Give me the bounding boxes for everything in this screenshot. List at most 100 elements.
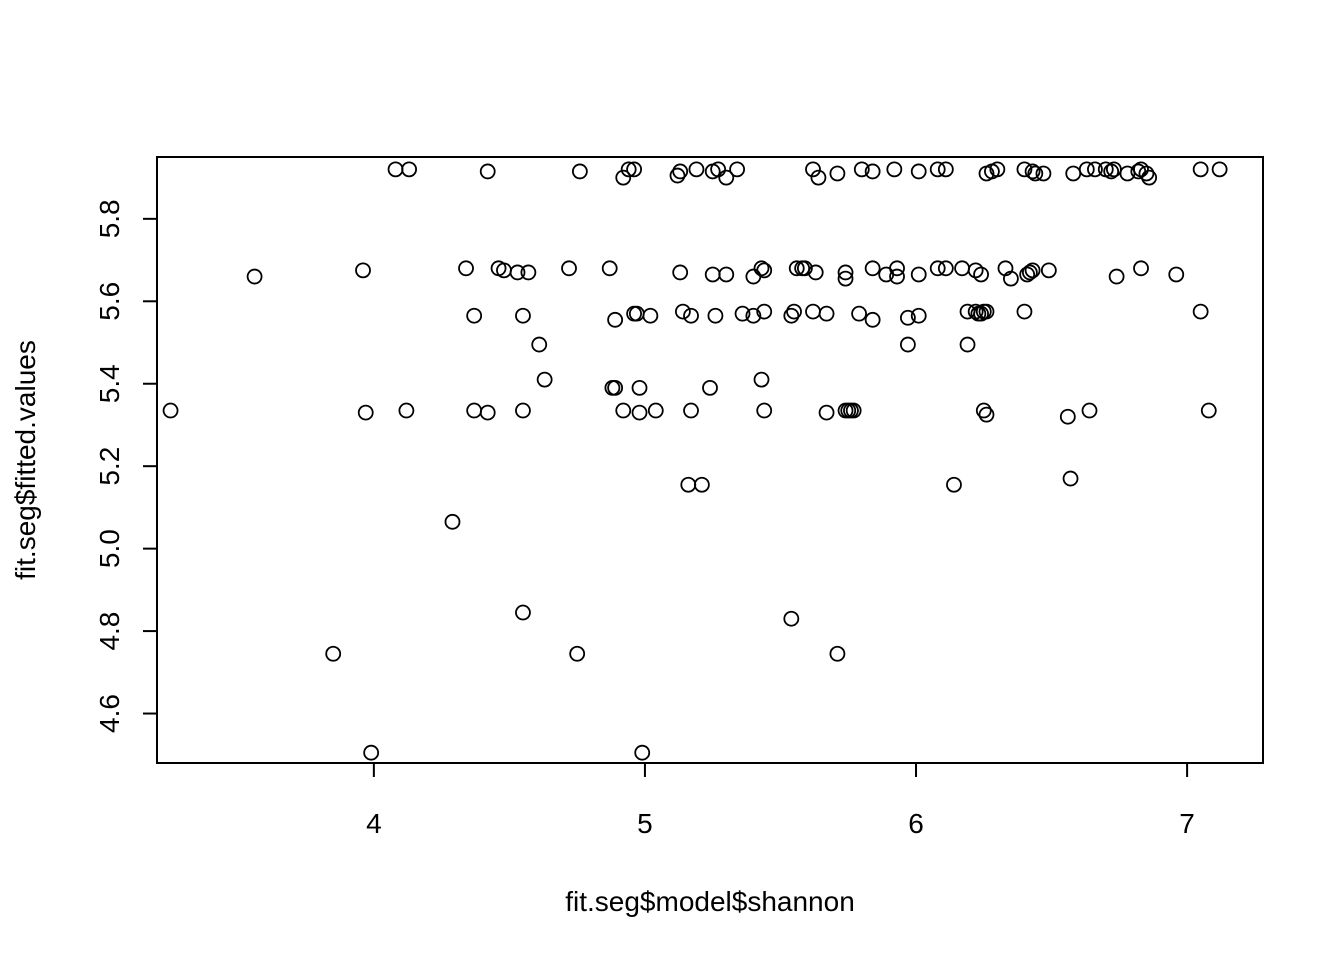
data-point [642, 307, 659, 324]
data-point [693, 476, 710, 493]
data-point [745, 307, 762, 324]
data-point [1103, 163, 1120, 180]
data-point [1040, 262, 1057, 279]
data-point [889, 268, 905, 285]
data-point [479, 163, 496, 180]
data-point [851, 305, 867, 322]
data-point [899, 336, 916, 353]
data-point [756, 402, 773, 419]
data-point [1024, 163, 1041, 180]
data-point [458, 260, 474, 277]
data-point [910, 266, 927, 283]
data-point [1035, 165, 1052, 182]
x-tick-label: 6 [908, 808, 924, 839]
data-point [710, 161, 727, 178]
data-point [509, 264, 526, 281]
data-point [783, 307, 800, 324]
data-point [807, 264, 824, 281]
data-point [634, 744, 651, 761]
data-point [937, 260, 954, 277]
data-point [466, 307, 483, 324]
data-point [387, 161, 404, 178]
data-point [702, 379, 718, 396]
data-point [899, 309, 916, 326]
data-point [626, 161, 642, 178]
data-point [520, 264, 537, 281]
data-point [669, 167, 686, 184]
data-point [246, 268, 263, 285]
data-point [788, 260, 805, 277]
data-point [363, 744, 380, 761]
y-tick-label: 5.2 [94, 447, 125, 486]
data-point [756, 303, 773, 320]
data-point [615, 402, 632, 419]
data-point [929, 161, 946, 178]
data-point [688, 161, 705, 178]
data-point [1021, 264, 1038, 281]
data-point [1024, 262, 1041, 279]
y-tick-label: 5.8 [94, 199, 125, 238]
data-point [989, 161, 1006, 178]
x-axis: 4 5 6 7 [366, 763, 1195, 839]
data-point [959, 336, 976, 353]
data-points [162, 161, 1228, 761]
data-point [886, 161, 903, 178]
data-point [444, 513, 461, 530]
data-point [398, 402, 415, 419]
data-point [355, 262, 371, 279]
y-tick-label: 5.0 [94, 529, 125, 568]
data-point [718, 266, 735, 283]
data-point [1065, 165, 1082, 182]
data-point [975, 402, 992, 419]
data-point [1192, 303, 1209, 320]
data-point [515, 402, 531, 419]
y-tick-label: 4.8 [94, 612, 125, 651]
data-point [704, 266, 721, 283]
data-point [1138, 165, 1155, 182]
data-point [1016, 303, 1033, 320]
data-point [569, 645, 586, 662]
data-point [162, 402, 179, 419]
data-point [357, 404, 374, 421]
data-point [515, 307, 531, 324]
data-point [536, 371, 553, 388]
data-point [864, 260, 881, 277]
data-point [718, 169, 735, 186]
data-point [479, 404, 496, 421]
data-point [631, 404, 648, 421]
data-point [946, 476, 962, 493]
data-point [620, 161, 637, 178]
data-point [1016, 161, 1033, 178]
data-point [753, 260, 770, 277]
data-point [954, 260, 971, 277]
data-point [607, 311, 624, 328]
data-point [837, 270, 854, 287]
data-point [937, 161, 954, 178]
data-point [910, 307, 927, 324]
y-axis: 4.6 4.8 5.0 5.2 5.4 5.6 5.8 [94, 199, 157, 733]
data-point [1062, 470, 1079, 487]
data-point [786, 303, 802, 320]
data-point [783, 610, 800, 627]
data-point [837, 264, 854, 281]
data-point [615, 169, 632, 186]
data-point [978, 406, 995, 423]
data-point [601, 260, 618, 277]
data-point [829, 165, 846, 182]
data-point [647, 402, 664, 419]
data-point [561, 260, 577, 277]
x-axis-label: fit.seg$model$shannon [565, 886, 855, 917]
y-tick-label: 5.4 [94, 364, 125, 403]
data-point [829, 645, 846, 662]
data-point [1168, 266, 1185, 283]
data-point [818, 305, 835, 322]
data-point [853, 161, 870, 178]
data-point [1027, 165, 1044, 182]
data-point [1078, 161, 1095, 178]
data-point [864, 311, 881, 328]
data-point [796, 260, 813, 277]
data-point [978, 303, 995, 320]
data-point [805, 161, 821, 178]
data-point [1081, 402, 1098, 419]
